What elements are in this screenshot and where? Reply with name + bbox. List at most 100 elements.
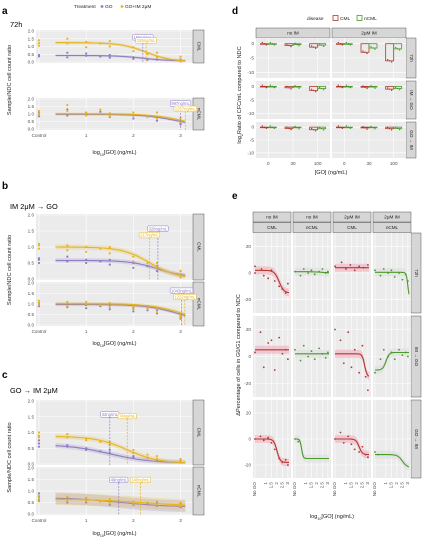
fit-curve [55,54,186,62]
bar-point [364,127,366,129]
x-tick-label: 2 [132,329,135,334]
y-tick-label: -5 [250,56,255,61]
data-point [85,501,88,504]
col-strip-label: 2μM IM [361,31,377,36]
data-point [278,285,281,288]
data-point [278,457,281,460]
bar-point [374,48,376,50]
x-tick-label: Control [32,518,47,523]
y-tick-label: 0 [251,84,254,89]
data-point [299,359,302,362]
x-tick-label: 3 [285,482,290,485]
facet-cml: CML 0.0 0.5 1.0 1.5 2.0 32ng/mL 74ng/mL [28,399,205,467]
data-point [99,42,102,45]
x-axis-title: log10[GO] (ng/mL) [92,150,136,157]
y-tick-label: 0.5 [28,52,35,57]
x-tick-label: 3 [179,518,182,523]
data-point [37,439,41,442]
curve-facet [333,316,371,397]
x-tick-label: 30 [366,161,372,166]
x-tick-label: No GO [332,482,337,497]
data-point [262,274,265,277]
data-point [108,308,111,311]
data-point [85,437,88,440]
bar-point [296,43,298,46]
bar-point [366,87,368,90]
facet-strip [192,213,205,281]
curve-facet [253,400,291,478]
col-strip-bottom [332,222,372,233]
data-point [85,245,88,249]
data-point [146,453,149,456]
fit-curve [55,246,186,277]
data-point [254,272,256,274]
bar-point [290,88,292,90]
legend-key [100,5,104,8]
data-point [66,109,69,113]
facet-strip [192,29,205,64]
data-point [287,358,289,361]
bar-point [398,128,401,131]
data-point [401,354,404,357]
data-point [108,53,111,57]
data-point [294,270,296,273]
data-point [66,495,69,498]
data-point [85,46,88,49]
ec50-label: 49ng/mL [111,478,128,483]
data-point [132,46,135,49]
col-strip-label: 2μM IM [344,215,360,220]
bar-point [341,44,344,46]
bar-point [273,44,276,46]
bar-point [322,89,325,91]
bar-point [349,44,352,46]
fit-curve [55,303,186,315]
y-tick-label: 2.0 [28,97,35,102]
row-strip-label: GO → IM [414,429,419,449]
ec50-label-box [135,37,157,44]
data-point [254,265,256,268]
bar-point [362,50,364,52]
bar-point [288,44,290,47]
data-point [66,42,69,45]
data-point [66,436,69,439]
data-point [155,261,159,265]
col-strip-label: no IM [287,31,299,36]
data-point [66,444,69,447]
data-point [132,113,135,116]
bar-point [263,43,266,45]
y-tick-label: -5 [250,98,255,103]
data-point [155,266,159,269]
facet-strip-label: nCML [196,485,201,498]
bar-point [396,127,399,130]
fit-curve [55,42,186,62]
y-tick-label: 0.0 [28,277,35,282]
data-point [108,56,111,59]
y-tick-label: 1.0 [28,302,35,307]
ec50-label: 217ng/mL [140,233,159,238]
data-point [108,245,111,249]
data-point [155,458,159,461]
y-tick-label: 1.5 [28,414,35,419]
col-strip-top [292,211,332,223]
data-point [281,288,284,290]
fit-curve [55,498,186,506]
data-point [361,445,364,448]
data-point [313,273,316,276]
col-strip-label: nCML [386,225,399,230]
bar-point [347,126,350,128]
data-point [362,266,365,269]
bar-point [394,46,397,49]
legend-key [332,15,339,21]
data-point [347,331,350,334]
data-point [401,278,404,281]
data-point [37,242,41,245]
x-tick-label: Control [32,133,47,138]
data-point [179,501,182,504]
panel-subtitle: 72h [10,20,22,29]
bar-point [372,47,374,49]
x-tick-label: 0 [343,161,346,166]
data-point [66,501,69,504]
row-strip-label: 72h [414,269,419,277]
data-point [37,258,41,261]
